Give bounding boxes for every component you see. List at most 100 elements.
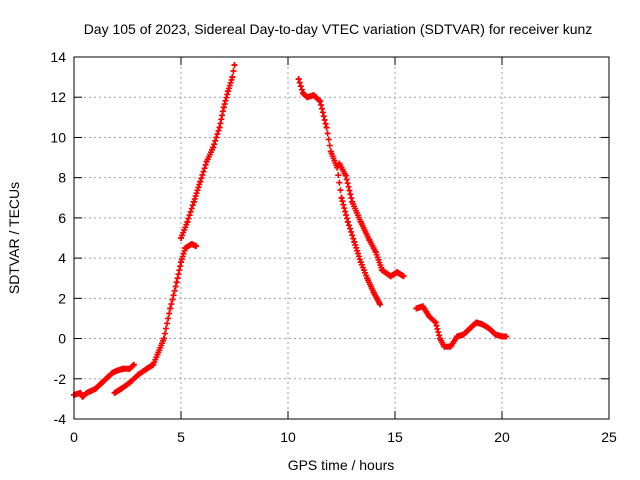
data-point [492,331,499,338]
series-segment-6 [413,303,510,350]
y-axis-label: SDTVAR / TECUs [6,182,22,294]
data-point [216,124,223,131]
data-point [160,335,167,342]
x-tick-label: 5 [177,429,185,445]
chart-title: Day 105 of 2023, Sidereal Day-to-day VTE… [84,21,593,37]
y-tick-label: 0 [58,331,66,347]
y-tick-label: -2 [54,371,67,387]
data-point [79,393,86,400]
data-point [231,62,238,69]
data-point [111,389,118,396]
y-tick-label: 12 [50,89,66,105]
data-point [197,178,204,185]
data-point [357,218,364,225]
data-point [130,361,137,368]
data-point [419,303,426,310]
x-tick-label: 25 [601,429,617,445]
series-segment-4 [295,76,384,308]
data-point [220,104,227,111]
series-segment-5 [336,160,407,280]
data-point [351,239,358,246]
x-tick-label: 15 [387,429,403,445]
data-point [98,379,105,386]
data-point [466,325,473,332]
data-point [473,319,480,326]
data-point [225,88,232,95]
data-point [377,301,384,308]
x-axis-label: GPS time / hours [288,457,395,473]
y-tick-label: -4 [54,411,67,427]
data-point [364,275,371,282]
data-point [92,385,99,392]
data-point [436,335,443,342]
data-point [167,305,174,312]
data-point [113,367,120,374]
data-point [178,235,184,241]
data-point [310,92,317,99]
data-point [120,365,127,372]
plot-frame [73,56,610,420]
data-point [126,379,133,386]
data-point [190,198,197,205]
data-point [323,124,330,131]
data-point [413,305,420,312]
data-point [184,218,191,225]
data-point [83,389,90,396]
data-point [441,343,448,350]
data-point [379,267,386,274]
data-point [432,319,439,326]
data-point [454,333,461,340]
data-point [447,343,454,350]
series-segment-2 [111,241,199,396]
data-point [126,365,133,372]
data-point [173,279,180,286]
data-point [486,325,493,332]
y-tick-label: 4 [58,250,66,266]
data-point [479,321,486,328]
data-point [370,289,377,296]
data-point [357,259,364,266]
data-point [143,365,150,372]
data-point [304,94,311,101]
data-point [210,144,217,151]
data-point [192,243,199,250]
data-point [387,273,394,280]
y-tick-label: 14 [50,49,66,65]
y-tick-label: 2 [58,290,66,306]
data-point [349,198,356,205]
data-point [203,158,210,165]
data-point [295,76,302,83]
data-point [317,98,324,105]
data-point [188,241,195,248]
data-point [135,371,142,378]
data-point [154,351,161,358]
data-point [299,90,306,97]
data-point [342,172,349,179]
data-series [71,62,510,400]
x-tick-label: 20 [494,429,510,445]
y-tick-label: 8 [58,170,66,186]
data-point [178,259,184,266]
data-point [460,331,467,338]
data-point [344,218,351,225]
data-point [77,389,84,396]
data-point [394,269,401,276]
data-point [372,249,379,256]
data-point [229,74,236,81]
data-point [105,373,112,380]
data-point [150,361,157,368]
data-point [327,148,334,155]
data-point [182,245,189,252]
grid-lines [74,57,609,419]
data-point [503,333,510,340]
data-point [118,385,125,392]
data-point [366,237,373,244]
x-tick-label: 0 [70,429,78,445]
data-point [109,369,116,376]
y-axis: -4 -2 0 2 4 6 8 10 12 14 [50,49,609,427]
y-tick-label: 10 [50,129,66,145]
data-point [400,273,407,280]
series-segment-3 [178,62,238,241]
